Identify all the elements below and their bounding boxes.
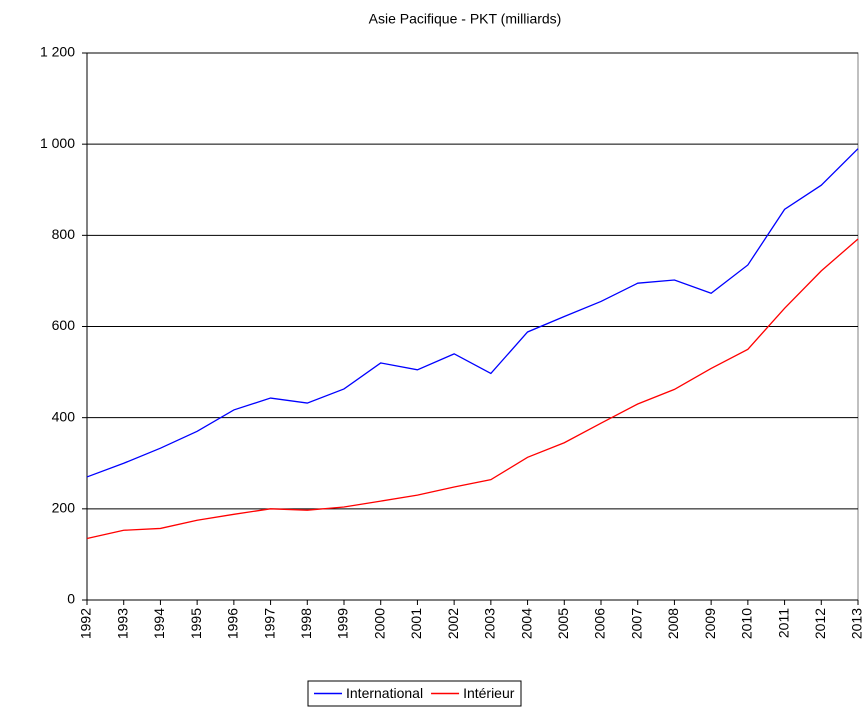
x-tick-label: 2006 — [592, 608, 608, 639]
x-tick-label: 1994 — [151, 608, 167, 639]
y-tick-label: 800 — [52, 226, 76, 242]
x-tick-label: 1998 — [298, 608, 314, 639]
legend-box — [307, 680, 522, 707]
x-tick-label: 2010 — [739, 608, 755, 639]
y-tick-label: 1 200 — [40, 44, 75, 60]
series-line — [86, 238, 859, 540]
x-tick-label: 1992 — [78, 608, 94, 639]
y-tick-label: 600 — [52, 317, 76, 333]
x-tick-label: 2002 — [445, 608, 461, 639]
y-tick-label: 1 000 — [40, 135, 75, 151]
x-tick-label: 2005 — [555, 608, 571, 639]
x-tick-label: 1996 — [225, 608, 241, 639]
x-tick-label: 1997 — [261, 608, 277, 639]
x-tick-label: 1993 — [114, 608, 130, 639]
x-tick-label: 2004 — [518, 608, 534, 639]
chart-title: Asie Pacifique - PKT (milliards) — [369, 11, 562, 27]
x-tick-label: 2001 — [408, 608, 424, 639]
x-tick-label: 1995 — [188, 608, 204, 639]
y-tick-label: 200 — [52, 500, 76, 516]
y-tick-label: 0 — [67, 591, 75, 607]
x-tick-label: 2011 — [775, 608, 791, 638]
legend-label: Intérieur — [463, 685, 515, 701]
x-tick-label: 2013 — [849, 608, 865, 639]
x-tick-label: 2003 — [482, 608, 498, 639]
legend: International Intérieur — [307, 680, 522, 707]
x-tick-label: 2008 — [665, 608, 681, 639]
series-line — [86, 148, 859, 478]
x-tick-label: 2012 — [812, 608, 828, 639]
x-tick-label: 2009 — [702, 608, 718, 639]
legend-label: International — [346, 685, 423, 701]
x-tick-label: 1999 — [335, 608, 351, 639]
x-tick-label: 2007 — [628, 608, 644, 639]
x-tick-label: 2000 — [371, 608, 387, 639]
y-tick-label: 400 — [52, 408, 76, 424]
